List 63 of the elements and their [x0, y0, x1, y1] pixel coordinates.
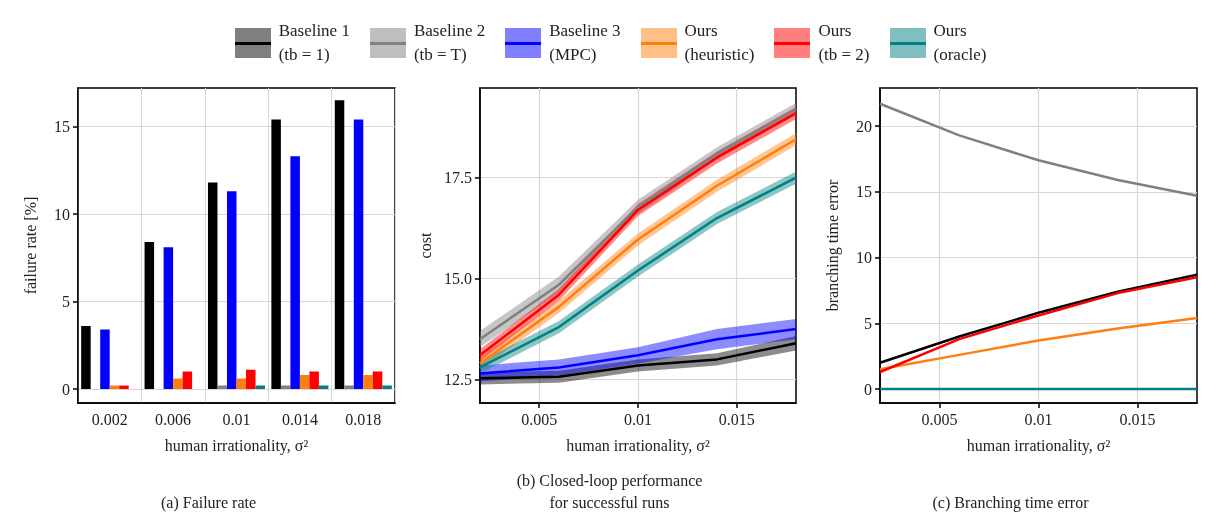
y-tick-label: 0 [864, 380, 872, 398]
legend-label: Baseline 2 (tb = T) [413, 20, 486, 66]
y-tick-label: 0 [62, 380, 70, 398]
legend-label: Ours (oracle) [933, 20, 987, 66]
bar [334, 100, 345, 389]
bar [363, 375, 373, 389]
bar [207, 182, 218, 389]
y-tick-label: 10 [856, 249, 872, 267]
bar [290, 156, 300, 389]
x-tick-label: 0.006 [155, 410, 192, 428]
bar [246, 369, 256, 389]
bar [217, 385, 227, 389]
x-tick-label: 0.015 [1119, 410, 1156, 428]
line-series [878, 316, 1199, 371]
x-axis-title: human irrationality, σ² [164, 436, 309, 455]
bar [182, 371, 193, 389]
x-tick-label: 0.014 [281, 410, 318, 428]
bar [344, 385, 354, 389]
text: (a) Failure rate [160, 493, 257, 512]
y-axis-title: cost [416, 232, 434, 259]
bar [226, 191, 237, 389]
x-tick-label: 0.01 [222, 410, 251, 428]
bar [353, 119, 364, 389]
y-tick-label: 15 [54, 118, 70, 135]
text: (b) Closed-loop performance for successful runs [516, 471, 703, 511]
bar [236, 378, 247, 389]
bar [119, 385, 129, 389]
y-tick-label: 5 [864, 314, 872, 332]
y-tick-label: 15.0 [443, 270, 472, 288]
bar [100, 329, 110, 389]
x-tick-label: 0.005 [921, 410, 958, 428]
x-axis-title: human irrationality, σ² [566, 436, 710, 455]
x-tick-label: 0.002 [91, 410, 128, 428]
x-tick-label: 0.01 [623, 410, 652, 428]
bar [309, 371, 319, 389]
x-tick-label: 0.005 [521, 410, 558, 428]
legend-label: Baseline 1 (tb = 1) [278, 20, 350, 66]
y-tick-label: 15 [856, 183, 872, 201]
y-tick-label: 12.5 [443, 371, 472, 389]
text: (c) Branching time error [932, 493, 1090, 512]
x-tick-label: 0.018 [345, 410, 382, 428]
y-axis-title: branching time error [823, 179, 842, 312]
bar [173, 378, 183, 389]
legend-label: Ours (heuristic) [684, 20, 755, 66]
y-axis-title: failure rate [%] [21, 196, 39, 295]
bar [81, 326, 91, 389]
bar [271, 119, 281, 389]
y-tick-label: 20 [856, 117, 872, 135]
y-tick-label: 17.5 [443, 169, 472, 187]
line-series [478, 327, 798, 375]
bar [163, 247, 174, 389]
legend-label: Ours (tb = 2) [818, 20, 870, 66]
y-tick-label: 5 [62, 293, 70, 310]
legend-label: Baseline 3 (MPC) [549, 20, 621, 66]
x-axis-title: human irrationality, σ² [966, 436, 1111, 455]
bar [382, 385, 392, 389]
y-tick-label: 10 [54, 205, 70, 223]
bar [299, 375, 310, 389]
x-tick-label: 0.015 [718, 410, 755, 428]
bar [144, 242, 155, 389]
line-series [878, 102, 1199, 198]
x-tick-label: 0.01 [1024, 410, 1053, 428]
bar [372, 371, 383, 389]
